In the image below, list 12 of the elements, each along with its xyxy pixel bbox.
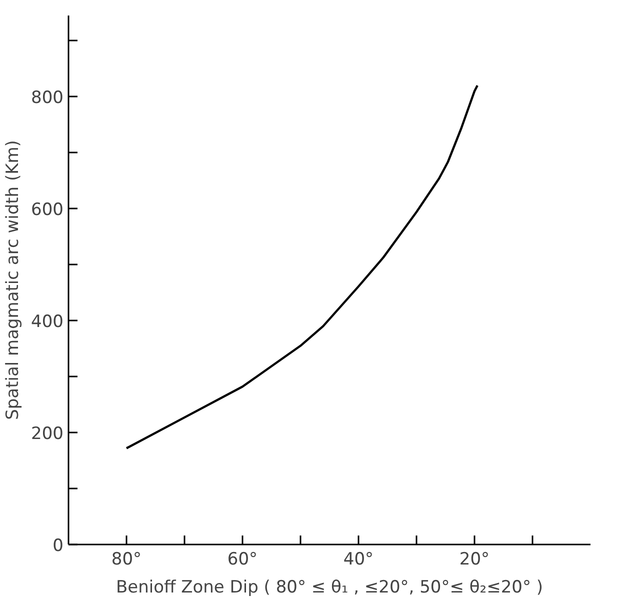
y-tick-label: 200 bbox=[31, 424, 64, 444]
x-tick-label: 40° bbox=[343, 550, 374, 570]
x-axis-title: Benioff Zone Dip ( 80° ≤ θ₁ , ≤20°, 50°≤ θ₂≤20° ) bbox=[116, 578, 544, 598]
line-series bbox=[125, 84, 478, 450]
y-tick-label: 400 bbox=[31, 312, 64, 332]
y-tick-label: 800 bbox=[31, 88, 64, 108]
x-tick-label: 20° bbox=[459, 550, 490, 570]
x-tick-label: 60° bbox=[227, 550, 258, 570]
y-tick-label: 0 bbox=[52, 536, 64, 556]
y-tick-label: 600 bbox=[31, 200, 64, 220]
x-tick-label: 80° bbox=[111, 550, 142, 570]
y-axis-title: Spatial magmatic arc width (Km) bbox=[3, 140, 24, 420]
